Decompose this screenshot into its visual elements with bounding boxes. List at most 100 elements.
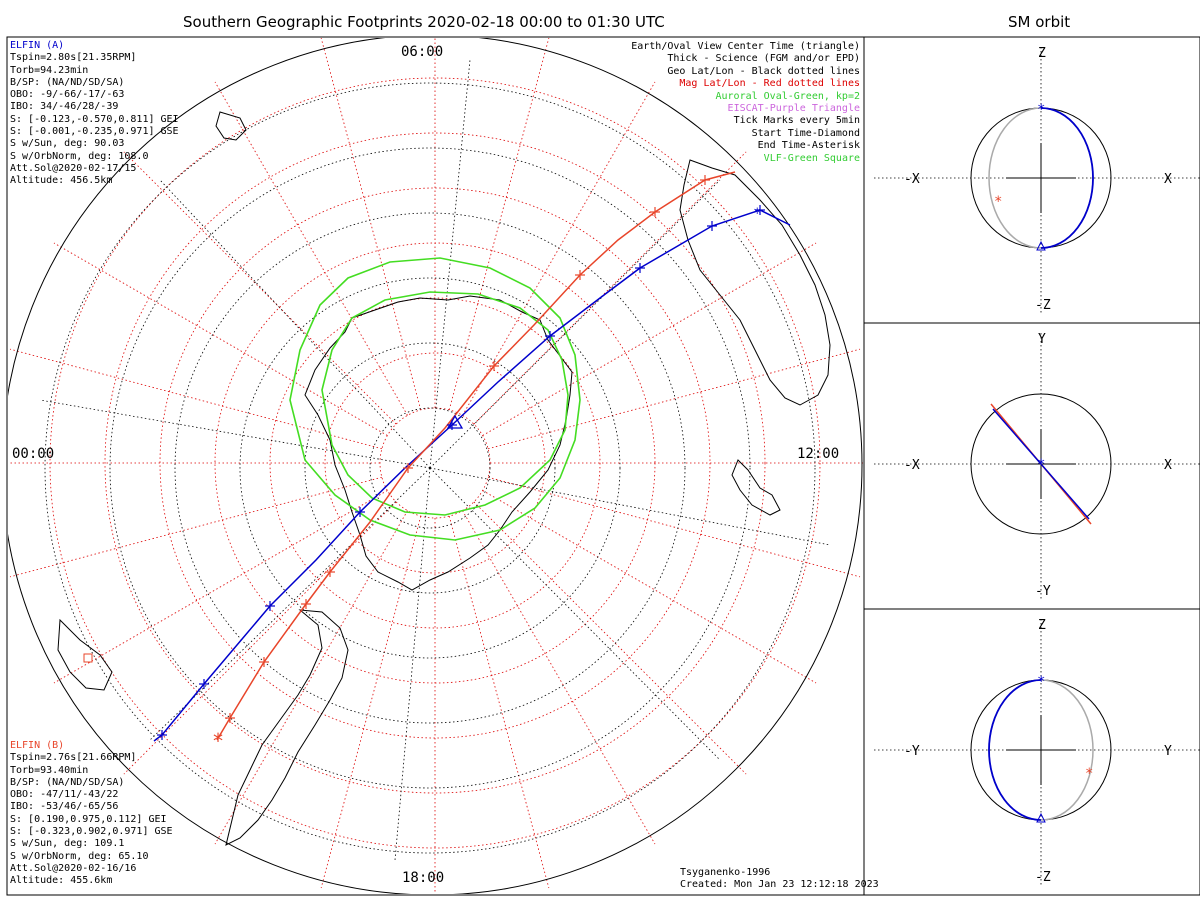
mag-meridian (214, 510, 408, 845)
elfin-a-end-asterisk: * (753, 206, 761, 222)
earth-circle (970, 393, 1112, 535)
sm-orbit-panel: Z -Z -Y Y * * (874, 618, 1200, 885)
elfin-b-marker: * (994, 194, 1002, 210)
legend-item: Start Time-Diamond (751, 127, 860, 139)
elfin-a-name: ELFIN (A) (10, 40, 65, 51)
time-label-left: 00:00 (12, 446, 55, 462)
africa-coastline (57, 618, 113, 691)
elfin-a-orbit (988, 679, 1042, 821)
time-label-bottom: 18:00 (402, 870, 445, 886)
mag-meridian (482, 242, 817, 436)
axis-label-top: Z (1038, 618, 1046, 633)
mag-meridian (320, 38, 422, 410)
mag-meridian (9, 476, 382, 578)
elfin-b-name: ELFIN (B) (10, 740, 65, 751)
elfin-a-marker: * (1037, 102, 1045, 118)
elfin-a-marker: * (1037, 674, 1045, 690)
elfin-a-info-line: S: [-0.123,-0.570,0.811] GEI (10, 113, 179, 125)
model-label: Tsyganenko-1996 (680, 867, 771, 878)
elfin-b-info-line: Altitude: 455.6km (10, 875, 113, 887)
mag-meridian (53, 490, 388, 684)
axis-label-top: Y (1038, 332, 1046, 347)
antarctica-coastline (304, 295, 573, 591)
mag-meridian (123, 501, 397, 775)
vlf-square (83, 653, 93, 663)
island-coastline (215, 111, 247, 141)
legend-item: Auroral Oval-Green, kp=2 (715, 90, 861, 102)
south-america-coastline (225, 609, 349, 846)
axis-label-right: X (1164, 172, 1172, 187)
orbit-frame-3 (863, 608, 1200, 896)
created-label: Created: Mon Jan 23 12:12:18 2023 (680, 879, 879, 891)
mag-meridian (214, 81, 408, 416)
elfin-b-info-line: S: [-0.323,0.902,0.971] GSE (10, 826, 173, 838)
legend-item: Tick Marks every 5min (733, 115, 860, 127)
elfin-a-track (153, 209, 791, 742)
time-label-top: 06:00 (401, 44, 444, 60)
axis-label-bottom: -Z (1035, 298, 1051, 313)
legend-item: Geo Lat/Lon - Black dotted lines (667, 65, 860, 77)
elfin-b-info-line: IBO: -53/46/-65/56 (10, 801, 119, 813)
view-center-triangle (446, 414, 464, 429)
axis-label-top: Z (1038, 46, 1046, 61)
axis-label-bottom: -Z (1035, 870, 1051, 885)
elfin-a-orbit (992, 408, 1090, 520)
mag-meridian (473, 151, 747, 425)
elfin-a-info-line: Att.Sol@2020-02-17/15 (10, 162, 137, 174)
elfin-b-marker: * (1085, 766, 1093, 782)
new-zealand-coastline (731, 459, 781, 516)
mag-meridian (462, 81, 656, 416)
elfin-a-info-line: S w/OrbNorm, deg: 108.0 (10, 150, 149, 162)
legend-item: End Time-Asterisk (757, 140, 860, 152)
mag-meridian (448, 38, 550, 410)
mag-meridian (123, 151, 397, 425)
elfin-b-end-asterisk: * (212, 729, 224, 753)
geo-latlon-grid (39, 59, 831, 861)
elfin-a-info: ELFIN (A) Tspin=2.80s[21.35RPM] Torb=94.2… (10, 40, 179, 188)
legend-item: Mag Lat/Lon - Red dotted lines (679, 78, 860, 90)
auroral-oval-inner (321, 291, 569, 516)
earth-horizon (8, 38, 863, 894)
axis-label-right: Y (1164, 744, 1172, 759)
elfin-a-info-line: Torb=94.23min (10, 64, 89, 76)
elfin-a-info-line: B/SP: (NA/ND/SD/SA) (10, 76, 125, 88)
elfin-b-info-line: Torb=93.40min (10, 764, 89, 776)
elfin-b-info-line: S w/OrbNorm, deg: 65.10 (10, 850, 149, 862)
axis-label-left: -Y (904, 744, 920, 759)
mag-meridian (488, 476, 861, 578)
sm-orbit-panel: Y -Y -X X * (874, 332, 1200, 599)
footer: Tsyganenko-1996 Created: Mon Jan 23 12:1… (680, 867, 879, 892)
legend: Earth/Oval View Center Time (triangle) Th… (631, 41, 860, 165)
elfin-b-info-line: OBO: -47/11/-43/22 (10, 789, 119, 801)
sm-orbit-title: SM orbit (1008, 13, 1071, 31)
mag-meridian (473, 501, 747, 775)
elfin-a-info-line: Tspin=2.80s[21.35RPM] (10, 52, 137, 64)
elfin-a-info-line: Altitude: 456.5km (10, 175, 113, 187)
elfin-a-tick-marks (157, 205, 765, 740)
elfin-b-info-line: Tspin=2.76s[21.66RPM] (10, 752, 137, 764)
mag-meridian (448, 516, 550, 889)
axis-label-bottom: -Y (1035, 584, 1051, 599)
elfin-b-info-line: Att.Sol@2020-02-16/16 (10, 862, 137, 874)
mag-meridian (462, 510, 656, 845)
elfin-a-info-line: S w/Sun, deg: 90.03 (10, 138, 125, 150)
sm-orbit-panels: Z -Z -X X * * Y -Y -X X * Z -Z -Y Y * * (874, 46, 1200, 885)
legend-item: EISCAT-Purple Triangle (727, 103, 860, 115)
elfin-b-info-line: S w/Sun, deg: 109.1 (10, 838, 125, 850)
mag-meridian (320, 516, 422, 889)
legend-item: Thick - Science (FGM and/or EPD) (667, 53, 860, 65)
elfin-a-info-line: IBO: 34/-46/28/-39 (10, 101, 119, 113)
mag-latlon-grid (49, 77, 821, 849)
view-triangle (1036, 240, 1046, 251)
elfin-b-tick-marks (225, 175, 710, 723)
elfin-a-orbit (1040, 107, 1094, 249)
elfin-a-info-line: OBO: -9/-66/-17/-63 (10, 89, 125, 101)
auroral-oval-outer (289, 257, 581, 541)
axis-label-left: -X (904, 172, 920, 187)
elfin-a-info-line: S: [-0.001,-0.235,0.971] GSE (10, 126, 179, 138)
legend-item: VLF-Green Square (763, 152, 860, 164)
elfin-b-track (216, 171, 736, 741)
sm-orbit-panel: Z -Z -X X * * (874, 46, 1200, 313)
elfin-b-info: ELFIN (B) Tspin=2.76s[21.66RPM] Torb=93.4… (10, 740, 173, 888)
